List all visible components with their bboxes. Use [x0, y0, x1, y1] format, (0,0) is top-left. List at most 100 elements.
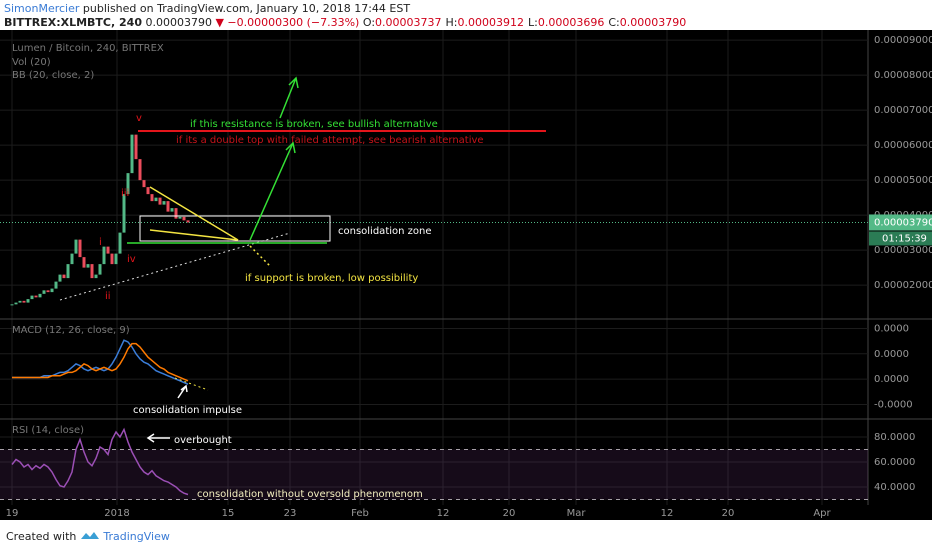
y-tick-label: 80.0000 [874, 432, 915, 443]
note: consolidation without oversold phenomeno… [197, 489, 423, 500]
candle [14, 302, 18, 305]
triangle [149, 186, 239, 241]
series-line [11, 427, 189, 496]
note: if support is broken, low possibility [245, 273, 418, 284]
y-tick-label: 0.00005000 [874, 175, 932, 186]
arrowhead [146, 433, 155, 443]
ohlc-label: O: [362, 16, 376, 29]
x-tick-label: Feb [351, 508, 369, 519]
y-tick-label: 40.0000 [874, 482, 915, 493]
candle [158, 197, 162, 205]
panel-title: Lumen / Bitcoin, 240, BITTREX [12, 43, 164, 54]
arrow [279, 77, 297, 119]
candle [170, 208, 174, 212]
wave-label: ii [105, 291, 111, 302]
candle [82, 257, 86, 268]
candle [114, 253, 118, 265]
candle [166, 201, 170, 212]
candle [22, 300, 26, 303]
candle [86, 264, 90, 268]
note: if this resistance is broken, see bullis… [190, 119, 438, 130]
candle [146, 187, 150, 195]
candle [186, 220, 190, 223]
candle [46, 290, 50, 293]
candle [38, 293, 42, 298]
candle [110, 253, 114, 265]
band-fill [0, 449, 868, 500]
candle [54, 281, 58, 289]
note: if its a double top with failed attempt,… [176, 135, 484, 146]
x-tick-label: 12 [437, 508, 450, 519]
zone-box [139, 215, 331, 242]
candle [138, 159, 142, 181]
candle [18, 300, 22, 303]
x-tick-label: 23 [284, 508, 297, 519]
x-tick-label: 2018 [104, 508, 129, 519]
price: 0.00003790 [145, 16, 212, 29]
wave-label: i [99, 237, 102, 248]
candle [42, 290, 46, 294]
candle [94, 274, 98, 279]
ohlc-value: 0.00003912 [457, 16, 524, 29]
y-tick-label: 0.00008000 [874, 70, 932, 81]
candle [150, 194, 154, 202]
last-price-box [869, 214, 932, 231]
candle [142, 180, 146, 188]
wave-label: v [136, 113, 142, 124]
candle [182, 216, 186, 221]
chart: 19 2018 15 23 Feb 12 20 Mar 12 20 Apr 0.00009000 0.0… [0, 30, 932, 520]
countdown: 01:15:39 [882, 233, 927, 244]
candle [98, 264, 102, 275]
y-tick-label: 0.0000 [874, 374, 909, 385]
arrowhead [285, 141, 296, 154]
candle [78, 239, 82, 258]
y-tick-label: -0.0000 [874, 399, 913, 410]
candle [26, 299, 30, 303]
arrowhead [288, 76, 299, 89]
series-line [12, 342, 189, 382]
indicator-label: Vol (20) [12, 57, 51, 68]
candle [122, 194, 126, 233]
author[interactable]: SimonMercier [4, 2, 80, 15]
annotations: if this resistance is broken, see bullis… [59, 76, 546, 500]
indicator-label: BB (20, close, 2) [12, 70, 94, 81]
candle [62, 274, 66, 279]
logo [80, 532, 99, 539]
candle [102, 246, 106, 265]
arrow [249, 142, 294, 241]
wave-label: iv [127, 254, 136, 265]
brand[interactable]: TradingView [103, 530, 170, 543]
candle [154, 197, 158, 202]
y-tick-label: 0.0000 [874, 349, 909, 360]
panel-title: RSI (14, close) [12, 425, 84, 436]
candle [50, 288, 54, 293]
published: published on TradingView.com, January 10… [82, 2, 411, 15]
candle [90, 264, 94, 279]
candle [178, 216, 182, 219]
y-tick-label: 0.00002000 [874, 280, 932, 291]
x-tick-label: 15 [222, 508, 235, 519]
candle [174, 208, 178, 219]
candle [134, 134, 138, 160]
created: Created with [6, 530, 77, 543]
note: consolidation impulse [133, 405, 242, 416]
countdown-box [869, 231, 932, 246]
header: SimonMercier published on TradingView.co… [4, 2, 690, 30]
x-tick-label: Mar [567, 508, 587, 519]
y-tick-label: 0.00006000 [874, 140, 932, 151]
arrowhead [180, 384, 188, 393]
x-tick-label: 20 [722, 508, 735, 519]
note: consolidation zone [338, 226, 432, 237]
candle [118, 232, 122, 254]
candle [10, 304, 14, 306]
candle [162, 201, 166, 205]
change: ▼ −0.00000300 (−7.33%) [215, 16, 360, 29]
candle [34, 295, 38, 298]
ohlc-value: 0.00003696 [537, 16, 605, 29]
y-tick-label: 0.00003000 [874, 245, 932, 256]
x-tick-label: 12 [661, 508, 674, 519]
x-tick-label: 20 [503, 508, 516, 519]
candle [30, 295, 34, 300]
footer: Created with TradingView [6, 528, 170, 543]
ohlc-label: C: [608, 16, 620, 29]
